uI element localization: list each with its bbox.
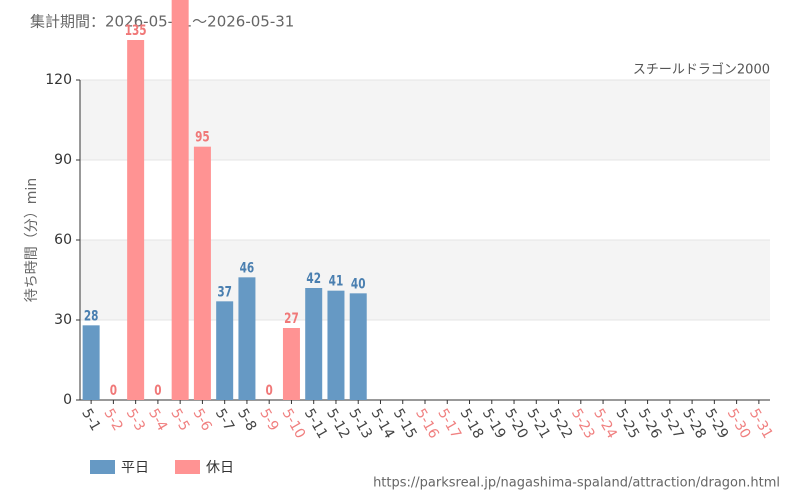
data-label: 41 — [329, 273, 344, 289]
chart-title: 集計期間：2026-05-01〜2026-05-31 — [30, 13, 294, 31]
bar — [282, 328, 300, 400]
x-tick-label: 5-8 — [234, 406, 259, 434]
chart-subtitle: スチールドラゴン2000 — [633, 62, 770, 78]
data-label: 42 — [306, 271, 321, 287]
y-axis-label: 待ち時間（分）min — [24, 178, 40, 302]
legend-label: 平日 — [121, 460, 149, 476]
data-label: 27 — [284, 311, 299, 327]
x-tick-label: 5-7 — [212, 406, 237, 434]
x-tick-label: 5-6 — [189, 406, 214, 434]
data-label: 135 — [125, 23, 147, 39]
y-tick-label: 60 — [54, 232, 72, 248]
x-tick-label: 5-2 — [100, 406, 125, 434]
x-tick-label: 5-9 — [256, 406, 281, 434]
bar — [349, 293, 367, 400]
bar — [127, 40, 145, 400]
bar — [238, 277, 256, 400]
data-label: 40 — [351, 276, 366, 292]
y-tick-label: 120 — [45, 72, 72, 88]
data-label: 95 — [195, 129, 210, 145]
legend-label: 休日 — [206, 460, 234, 476]
bar — [82, 325, 100, 400]
data-label: 46 — [240, 260, 255, 276]
bar — [216, 301, 234, 400]
x-tick-label: 5-31 — [746, 406, 776, 442]
legend-swatch — [90, 460, 115, 474]
source: https://parksreal.jp/nagashima-spaland/a… — [373, 476, 780, 491]
data-label: 37 — [217, 284, 232, 300]
bar — [305, 288, 323, 400]
y-tick-label: 30 — [54, 312, 72, 328]
bar — [327, 290, 345, 400]
bar — [171, 0, 189, 400]
y-tick-label: 90 — [54, 152, 72, 168]
x-tick-label: 5-5 — [167, 406, 192, 434]
x-tick-label: 5-1 — [78, 406, 103, 434]
data-label: 0 — [154, 383, 162, 399]
y-tick-label: 0 — [63, 392, 72, 408]
legend-swatch — [175, 460, 200, 474]
data-label: 0 — [266, 383, 274, 399]
bar — [193, 146, 211, 400]
data-label: 0 — [110, 383, 118, 399]
data-label: 28 — [84, 308, 99, 324]
x-tick-label: 5-3 — [123, 406, 148, 434]
x-tick-label: 5-4 — [145, 406, 170, 434]
